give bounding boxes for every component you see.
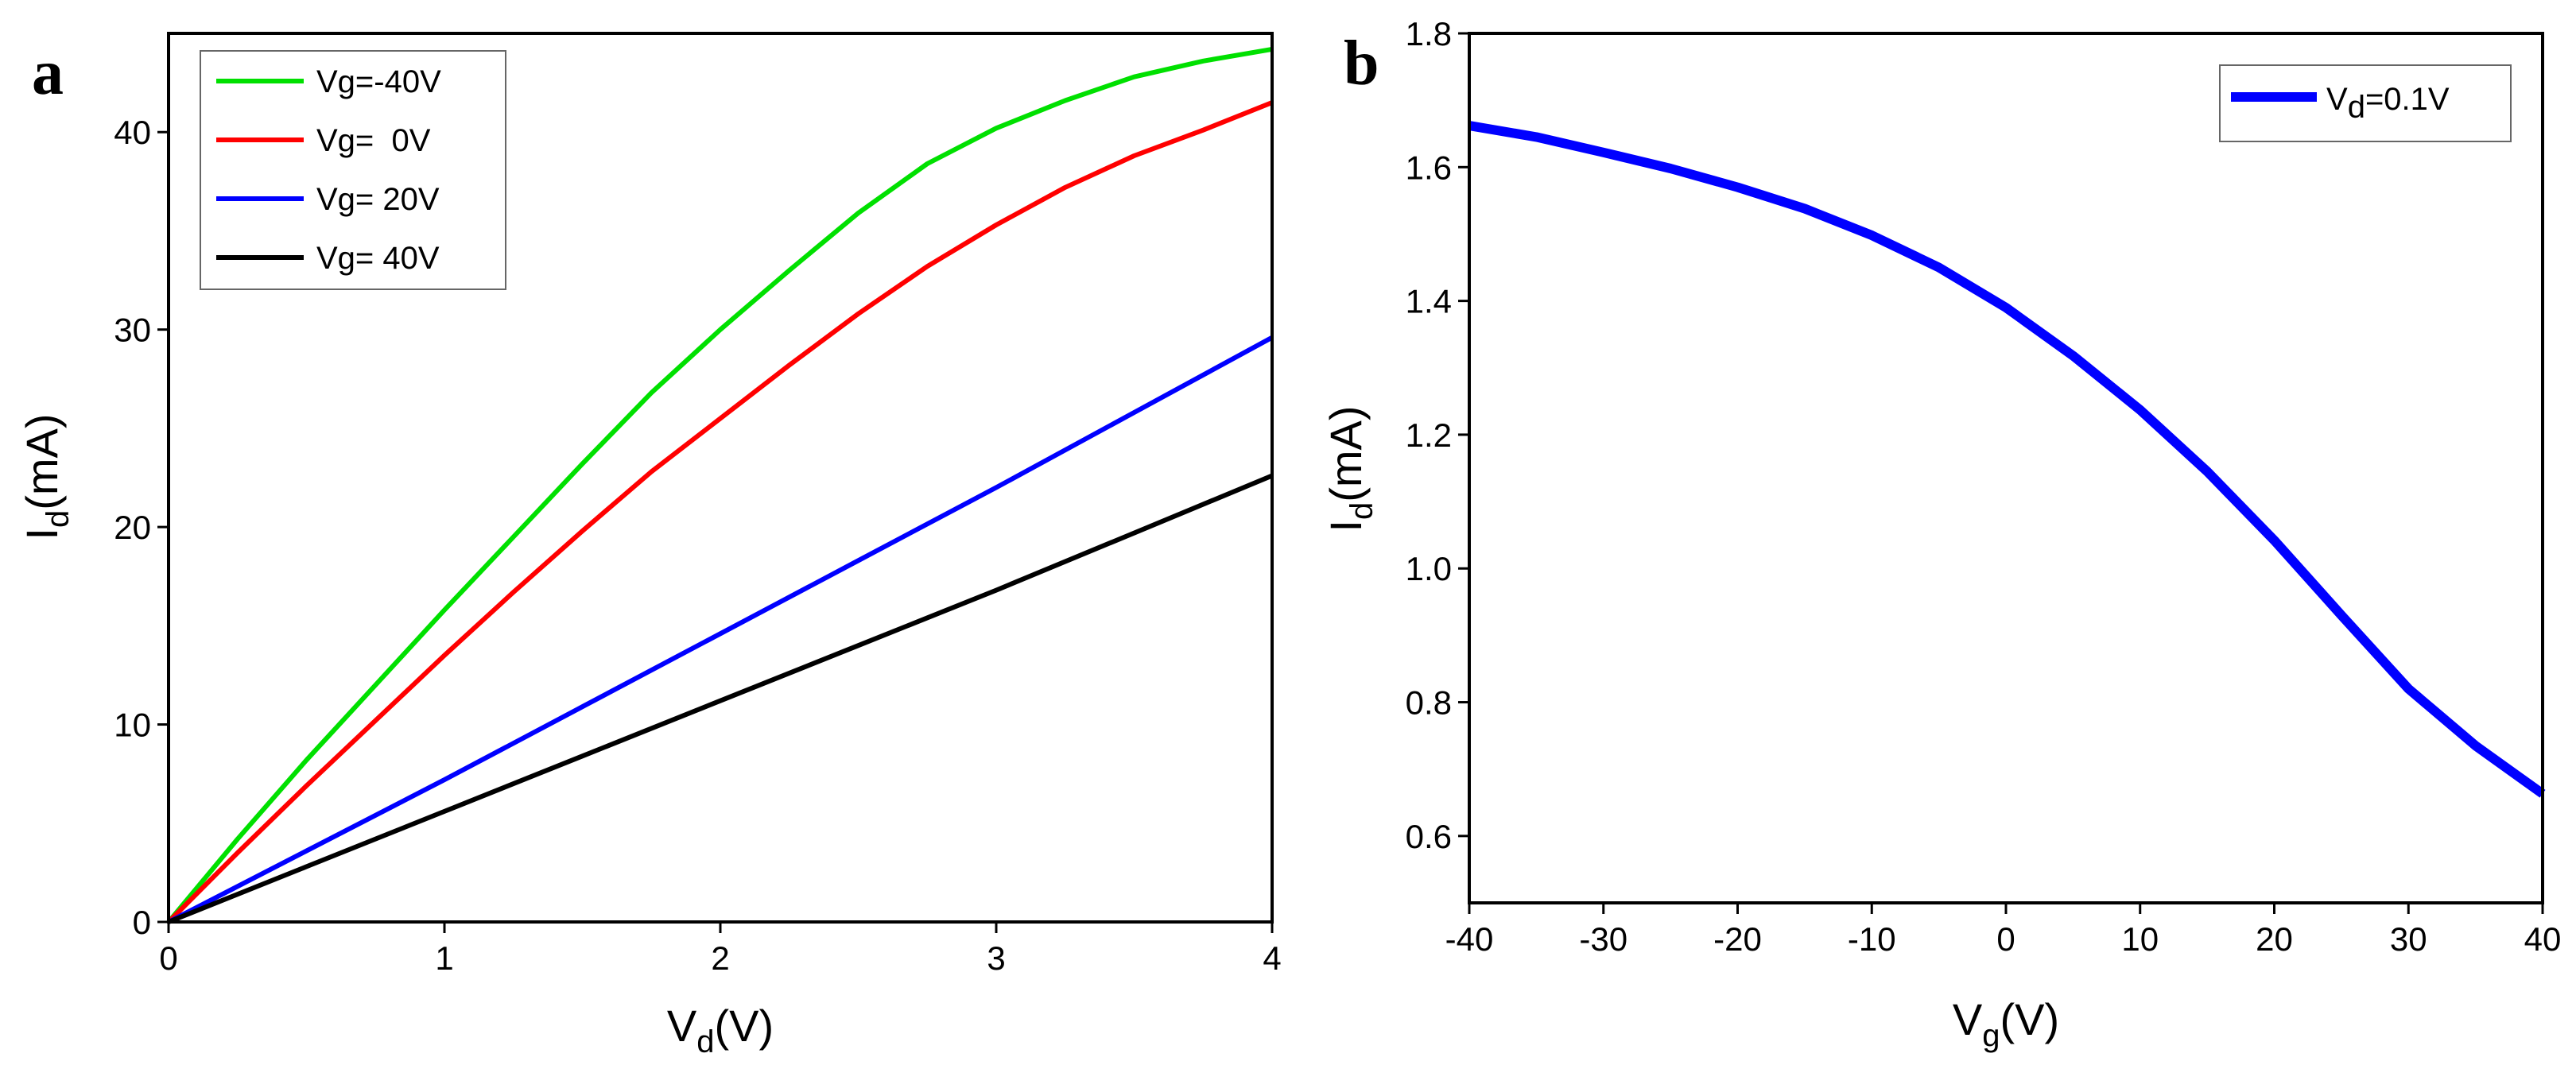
panel-b-y-tick-label: 1.4 (1406, 283, 1452, 320)
panel-a-frame (167, 32, 1274, 924)
panel-b-x-tick-label: -10 (1848, 920, 1896, 958)
panel-a-label: a (32, 38, 64, 108)
panel-b-x-tick-label: 30 (2390, 920, 2427, 958)
panel-a-xlabel: Vd(V) (667, 1001, 774, 1059)
panel-a-series-line-3 (167, 473, 1274, 924)
panel-b-y-tick-label: 1.0 (1406, 550, 1452, 587)
panel-a-series-line-2 (167, 335, 1274, 924)
panel-b-y-tick-label: 1.2 (1406, 416, 1452, 454)
panel-a-ylabel: Id(mA) (17, 413, 76, 540)
panel-b-x-tick-label: -30 (1579, 920, 1627, 958)
panel-a-series-line-1 (166, 100, 1274, 924)
panel-b-legend: Vd=0.1V (2219, 64, 2512, 142)
panel-b-x-tick-label: 40 (2524, 920, 2562, 958)
panel-b-series-line-0 (1468, 121, 2546, 798)
panel-a-x-tick-label: 4 (1263, 939, 1281, 977)
legend-label-vd: Vd=0.1V (2326, 82, 2450, 125)
panel-b-legend-box (2219, 64, 2512, 142)
panel-a-x-tick-label: 3 (987, 939, 1005, 977)
panel-b-plot: -40 -30 -20 -10 0 10 20 30 40 0.6 0.8 1.0 1.2 1.4 1.6 1… (1406, 15, 2562, 958)
panel-b-xlabel: Vg(V) (1953, 994, 2059, 1053)
panel-b-frame (1468, 32, 2544, 904)
legend-label-vg-0: Vg= 0V (316, 123, 431, 158)
panel-a-x-tick-label: 1 (435, 939, 453, 977)
panel-a-y-tick-label: 20 (114, 509, 151, 546)
panel-b-x-tick-label: -40 (1445, 920, 1494, 958)
panel-a-legend-box (200, 50, 506, 290)
panel-b-x-tick-label: -20 (1713, 920, 1762, 958)
panel-b-x-tick-label: 20 (2256, 920, 2293, 958)
legend-label-vg-minus40: Vg=-40V (316, 64, 441, 99)
panel-a-x-tick-label: 0 (159, 939, 177, 977)
panel-b-y-tick-label: 1.6 (1406, 149, 1452, 186)
panel-a-y-tick-label: 10 (114, 707, 151, 744)
panel-b-ylabel: Id(mA) (1321, 405, 1379, 532)
panel-b-x-tick-label: 10 (2121, 920, 2159, 958)
panel-b-x-tick-label: 0 (1996, 920, 2015, 958)
panel-a-x-tick-label: 2 (711, 939, 729, 977)
panel-b-y-tick-label: 1.8 (1406, 15, 1452, 52)
panel-b-label: b (1344, 29, 1379, 99)
panel-a-y-tick-label: 30 (114, 312, 151, 349)
panel-a-y-tick-label: 40 (114, 114, 151, 151)
legend-label-vg-20: Vg= 20V (316, 182, 440, 217)
panel-a-legend: Vg=-40V Vg= 0V Vg= 20V Vg= 40V (200, 50, 506, 290)
panel-b-y-tick-label: 0.6 (1406, 818, 1452, 855)
panel-a-y-tick-label: 0 (133, 904, 151, 941)
panel-b-y-tick-label: 0.8 (1406, 684, 1452, 722)
panel-a-series-line-0 (166, 46, 1273, 924)
legend-label-vg-40: Vg= 40V (316, 241, 440, 276)
